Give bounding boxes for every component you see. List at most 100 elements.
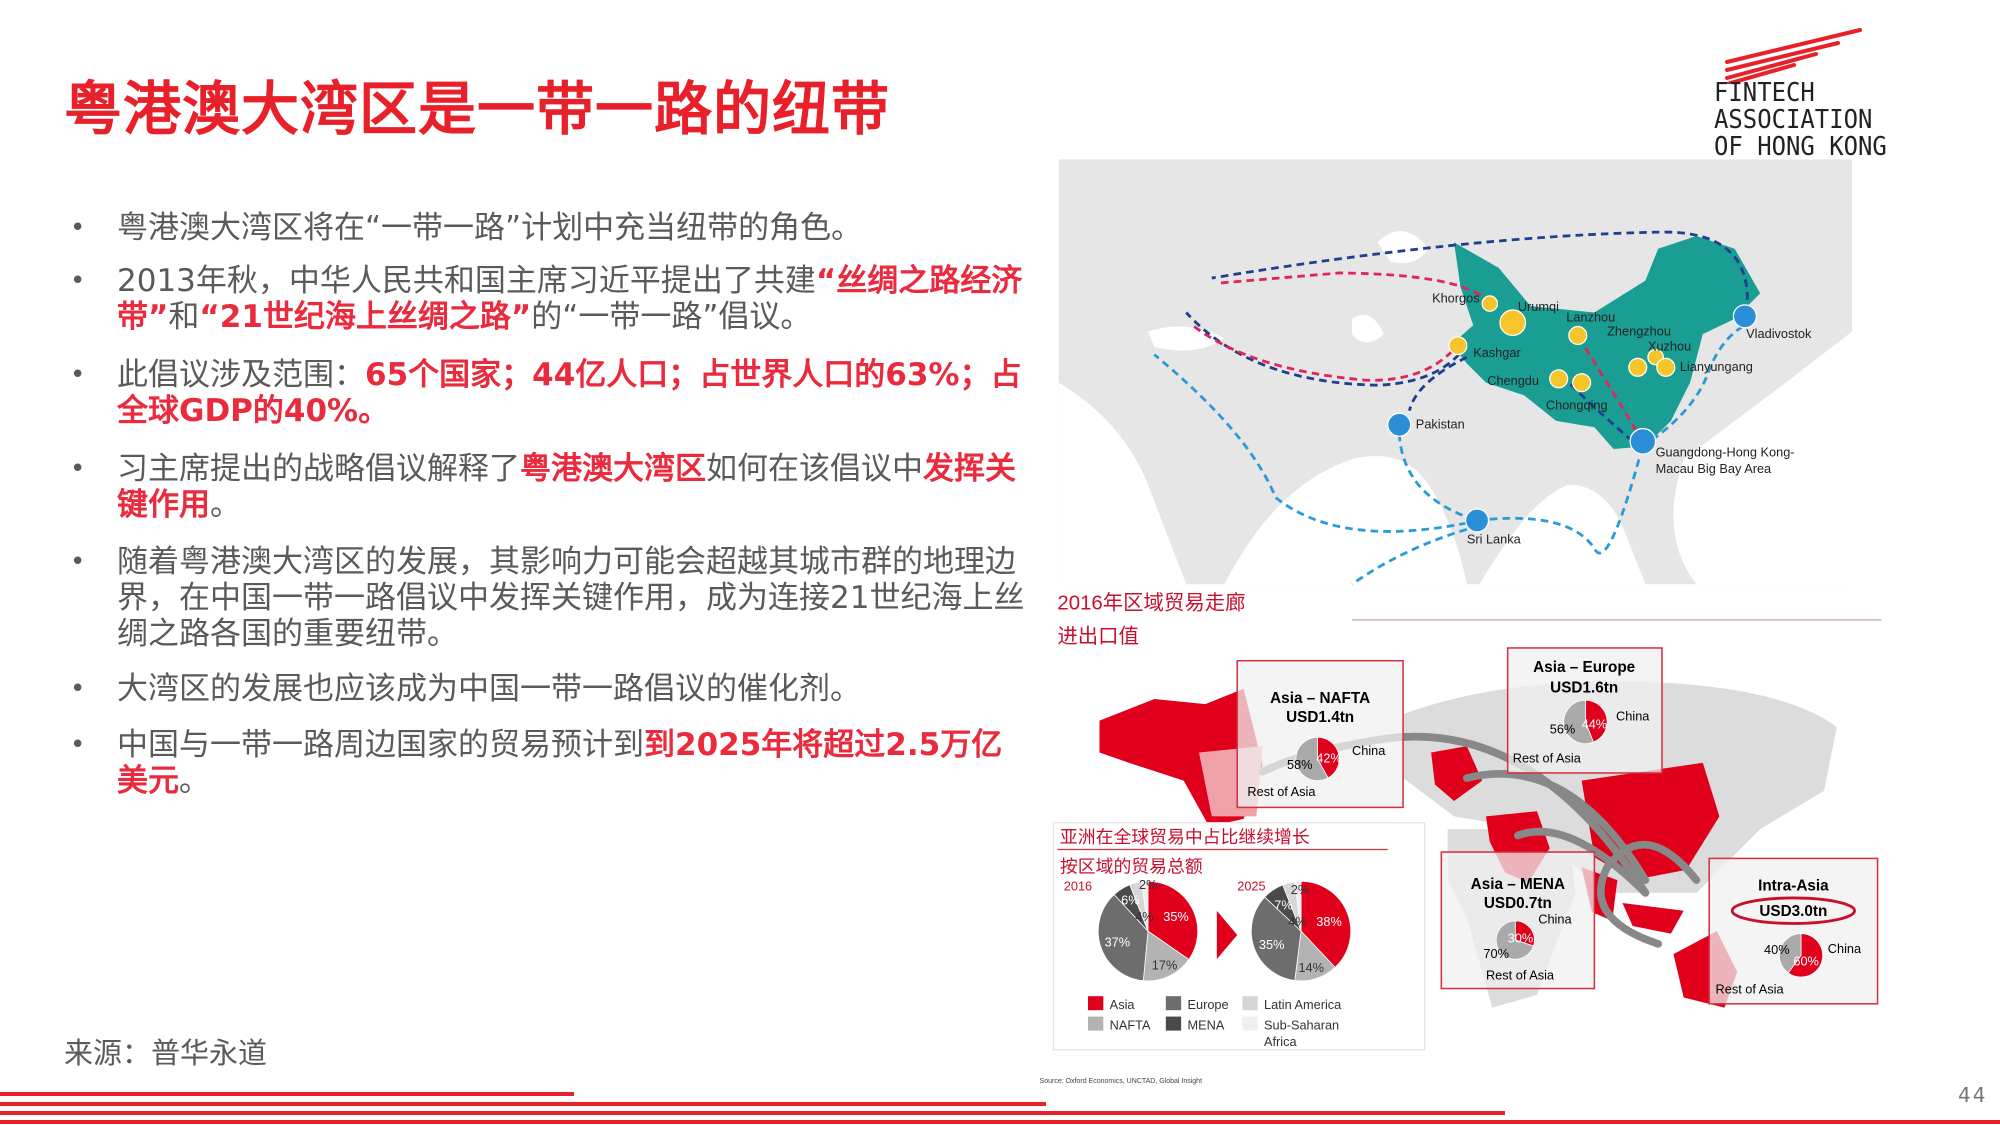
pie-slice-rest-of-asia: [1495, 920, 1534, 960]
legend-label: Sub-Saharan: [1264, 1017, 1339, 1032]
bullet-text: 大湾区的发展也应该成为中国一带一路倡议的催化剂。: [117, 671, 1030, 707]
logo-stripes-icon: [1725, 28, 1862, 86]
corridor-name: Intra-Asia: [1758, 877, 1829, 894]
text-segment: 的“一带一路”倡议。: [531, 299, 812, 335]
china-label: China: [1828, 941, 1862, 956]
pie-year-label: 2016: [1064, 878, 1092, 893]
rest-share-label: 58%: [1287, 757, 1313, 772]
china-share-label: 44%: [1582, 716, 1608, 731]
growth-arrow-icon: [1216, 910, 1238, 960]
share-subtitle: 按区域的贸易总额: [1060, 856, 1203, 876]
legend-swatch: [1165, 1016, 1182, 1031]
pie-label: 35%: [1163, 909, 1189, 924]
pie-slice-asia: [1300, 880, 1352, 968]
legend-label: Africa: [1264, 1034, 1298, 1049]
pie-chart-2025: [1250, 880, 1352, 982]
trade-title: 2016年区域贸易走廊: [1057, 592, 1245, 615]
china-share-pie: [1295, 736, 1340, 781]
text-segment: 。: [179, 763, 210, 799]
city-label: Chengdu: [1487, 373, 1539, 388]
city-label: Urumqi: [1518, 299, 1559, 314]
chart-source: Source: Oxford Economics, UNCTAD, Global…: [1040, 1078, 1203, 1085]
china-share-pie: [1779, 933, 1824, 978]
legend-label: Europe: [1188, 997, 1229, 1012]
china-share-pie: [1495, 920, 1535, 960]
city-label: Vladivostok: [1746, 326, 1812, 341]
pie-year-label: 2025: [1237, 878, 1265, 893]
city-dot-zhengzhou: [1628, 357, 1648, 377]
text-segment: 中国与一带一路周边国家的贸易预计到: [117, 727, 644, 763]
pie-slice-rest-of-asia: [1779, 933, 1802, 974]
bullet-item: • 粤港澳大湾区将在“一带一路”计划中充当纽带的角色。: [70, 210, 1030, 246]
corridor-value: USD1.6tn: [1550, 680, 1618, 697]
corridor-box-intra-asia: Intra-Asia USD3.0tn 60% 40% China Rest o…: [1708, 857, 1879, 1005]
city-label: Pakistan: [1416, 417, 1465, 432]
footer-stripe: [0, 1102, 1046, 1106]
city-label: Kashgar: [1473, 345, 1521, 360]
city-markers: [1387, 295, 1758, 533]
city-label: Zhengzhou: [1607, 323, 1671, 338]
city-label: Macau Big Bay Area: [1656, 461, 1772, 476]
bullet-icon: •: [70, 730, 86, 760]
bullet-item: • 大湾区的发展也应该成为中国一带一路倡议的催化剂。: [70, 671, 1030, 707]
pie-slice-china: [1585, 699, 1608, 743]
port-dot-gba: [1629, 427, 1657, 455]
asia-share-panel: 亚洲在全球贸易中占比继续增长 按区域的贸易总额 2016 2025 35% 17…: [1052, 822, 1426, 1051]
pie-label: 37%: [1105, 934, 1131, 949]
city-label: Guangdong-Hong Kong-: [1656, 445, 1795, 460]
city-dot-khorgos: [1481, 295, 1499, 312]
pie-slice-sub-saharan-africa: [1141, 880, 1149, 932]
corridor-box-mena: Asia – MENA USD0.7tn 30% 70% China Rest …: [1440, 851, 1596, 990]
footer-stripe: [0, 1092, 574, 1096]
rest-of-asia-label: Rest of Asia: [1513, 751, 1582, 766]
pie-label: 35%: [1259, 937, 1285, 952]
text-segment: 大湾区的发展也应该成为中国一带一路倡议的催化剂。: [117, 671, 861, 707]
bullet-text: 粤港澳大湾区将在“一带一路”计划中充当纽带的角色。: [117, 210, 1030, 246]
pie-label: 4%: [1135, 909, 1153, 924]
bullet-text: 2013年秋，中华人民共和国主席习近平提出了共建“丝绸之路经济带”和“21世纪海…: [117, 263, 1030, 335]
pie-label: 4%: [1288, 914, 1306, 929]
bullet-icon: •: [70, 454, 86, 484]
bullet-item: • 习主席提出的战略倡议解释了粤港澳大湾区如何在该倡议中发挥关键作用。: [70, 451, 1030, 523]
china-share-label: 30%: [1508, 931, 1534, 946]
pie-label: 14%: [1298, 960, 1324, 975]
corridor-box-europe: Asia – Europe USD1.6tn 44% 56% China Res…: [1506, 647, 1663, 774]
bullet-item: • 此倡议涉及范围：65个国家；44亿人口；占世界人口的63%；占全球GDP的40…: [70, 357, 1030, 429]
logo-text: FINTECH ASSOCIATION OF HONG KONG: [1714, 80, 1977, 161]
corridor-value: USD0.7tn: [1484, 895, 1552, 912]
highlighted-text: 65个国家；44亿人口；占世界人口的63%；占全球GDP的40%。: [117, 357, 1022, 429]
pie-slice-china: [1787, 933, 1824, 978]
trade-subtitle: 进出口值: [1057, 625, 1139, 648]
highlighted-text: “21世纪海上丝绸之路”: [199, 299, 532, 335]
legend-label: NAFTA: [1110, 1017, 1151, 1032]
pie-label: 17%: [1152, 957, 1178, 972]
pie-slice-china: [1514, 920, 1535, 947]
text-segment: 和: [168, 299, 200, 335]
city-label: Khorgos: [1432, 290, 1480, 305]
text-segment: 。: [210, 487, 241, 523]
page-number: 44: [1958, 1083, 1988, 1107]
corridor-name: Asia – Europe: [1533, 659, 1635, 676]
legend-swatch: [1088, 1016, 1104, 1031]
highlighted-text: 发挥关键作用: [117, 451, 1016, 523]
legend-swatch: [1242, 996, 1258, 1011]
city-label: Sri Lanka: [1467, 531, 1522, 546]
china-label: China: [1616, 709, 1650, 724]
bullet-icon: •: [70, 674, 86, 704]
corridor-name: Asia – NAFTA: [1270, 690, 1370, 707]
pie-label: 6%: [1121, 892, 1139, 907]
bullet-item: • 中国与一带一路周边国家的贸易预计到到2025年将超过2.5万亿美元。: [70, 727, 1030, 799]
pie-slice-europe: [1250, 896, 1302, 981]
bullet-text: 随着粤港澳大湾区的发展，其影响力可能会超越其城市群的地理边界，在中国一带一路倡议…: [117, 544, 1030, 652]
highlighted-text: 粤港澳大湾区: [520, 451, 706, 487]
china-label: China: [1538, 911, 1572, 926]
share-title: 亚洲在全球贸易中占比继续增长: [1060, 827, 1310, 847]
rest-of-asia-label: Rest of Asia: [1247, 784, 1316, 799]
text-segment: 习主席提出的战略倡议解释了: [117, 451, 520, 487]
pie-label: 2%: [1291, 882, 1309, 897]
text-segment: 如何在该倡议中: [706, 451, 923, 487]
city-dot-lanzhou: [1568, 325, 1588, 346]
pie-slice-europe: [1097, 894, 1149, 982]
highlight-ellipse: [1730, 896, 1856, 925]
